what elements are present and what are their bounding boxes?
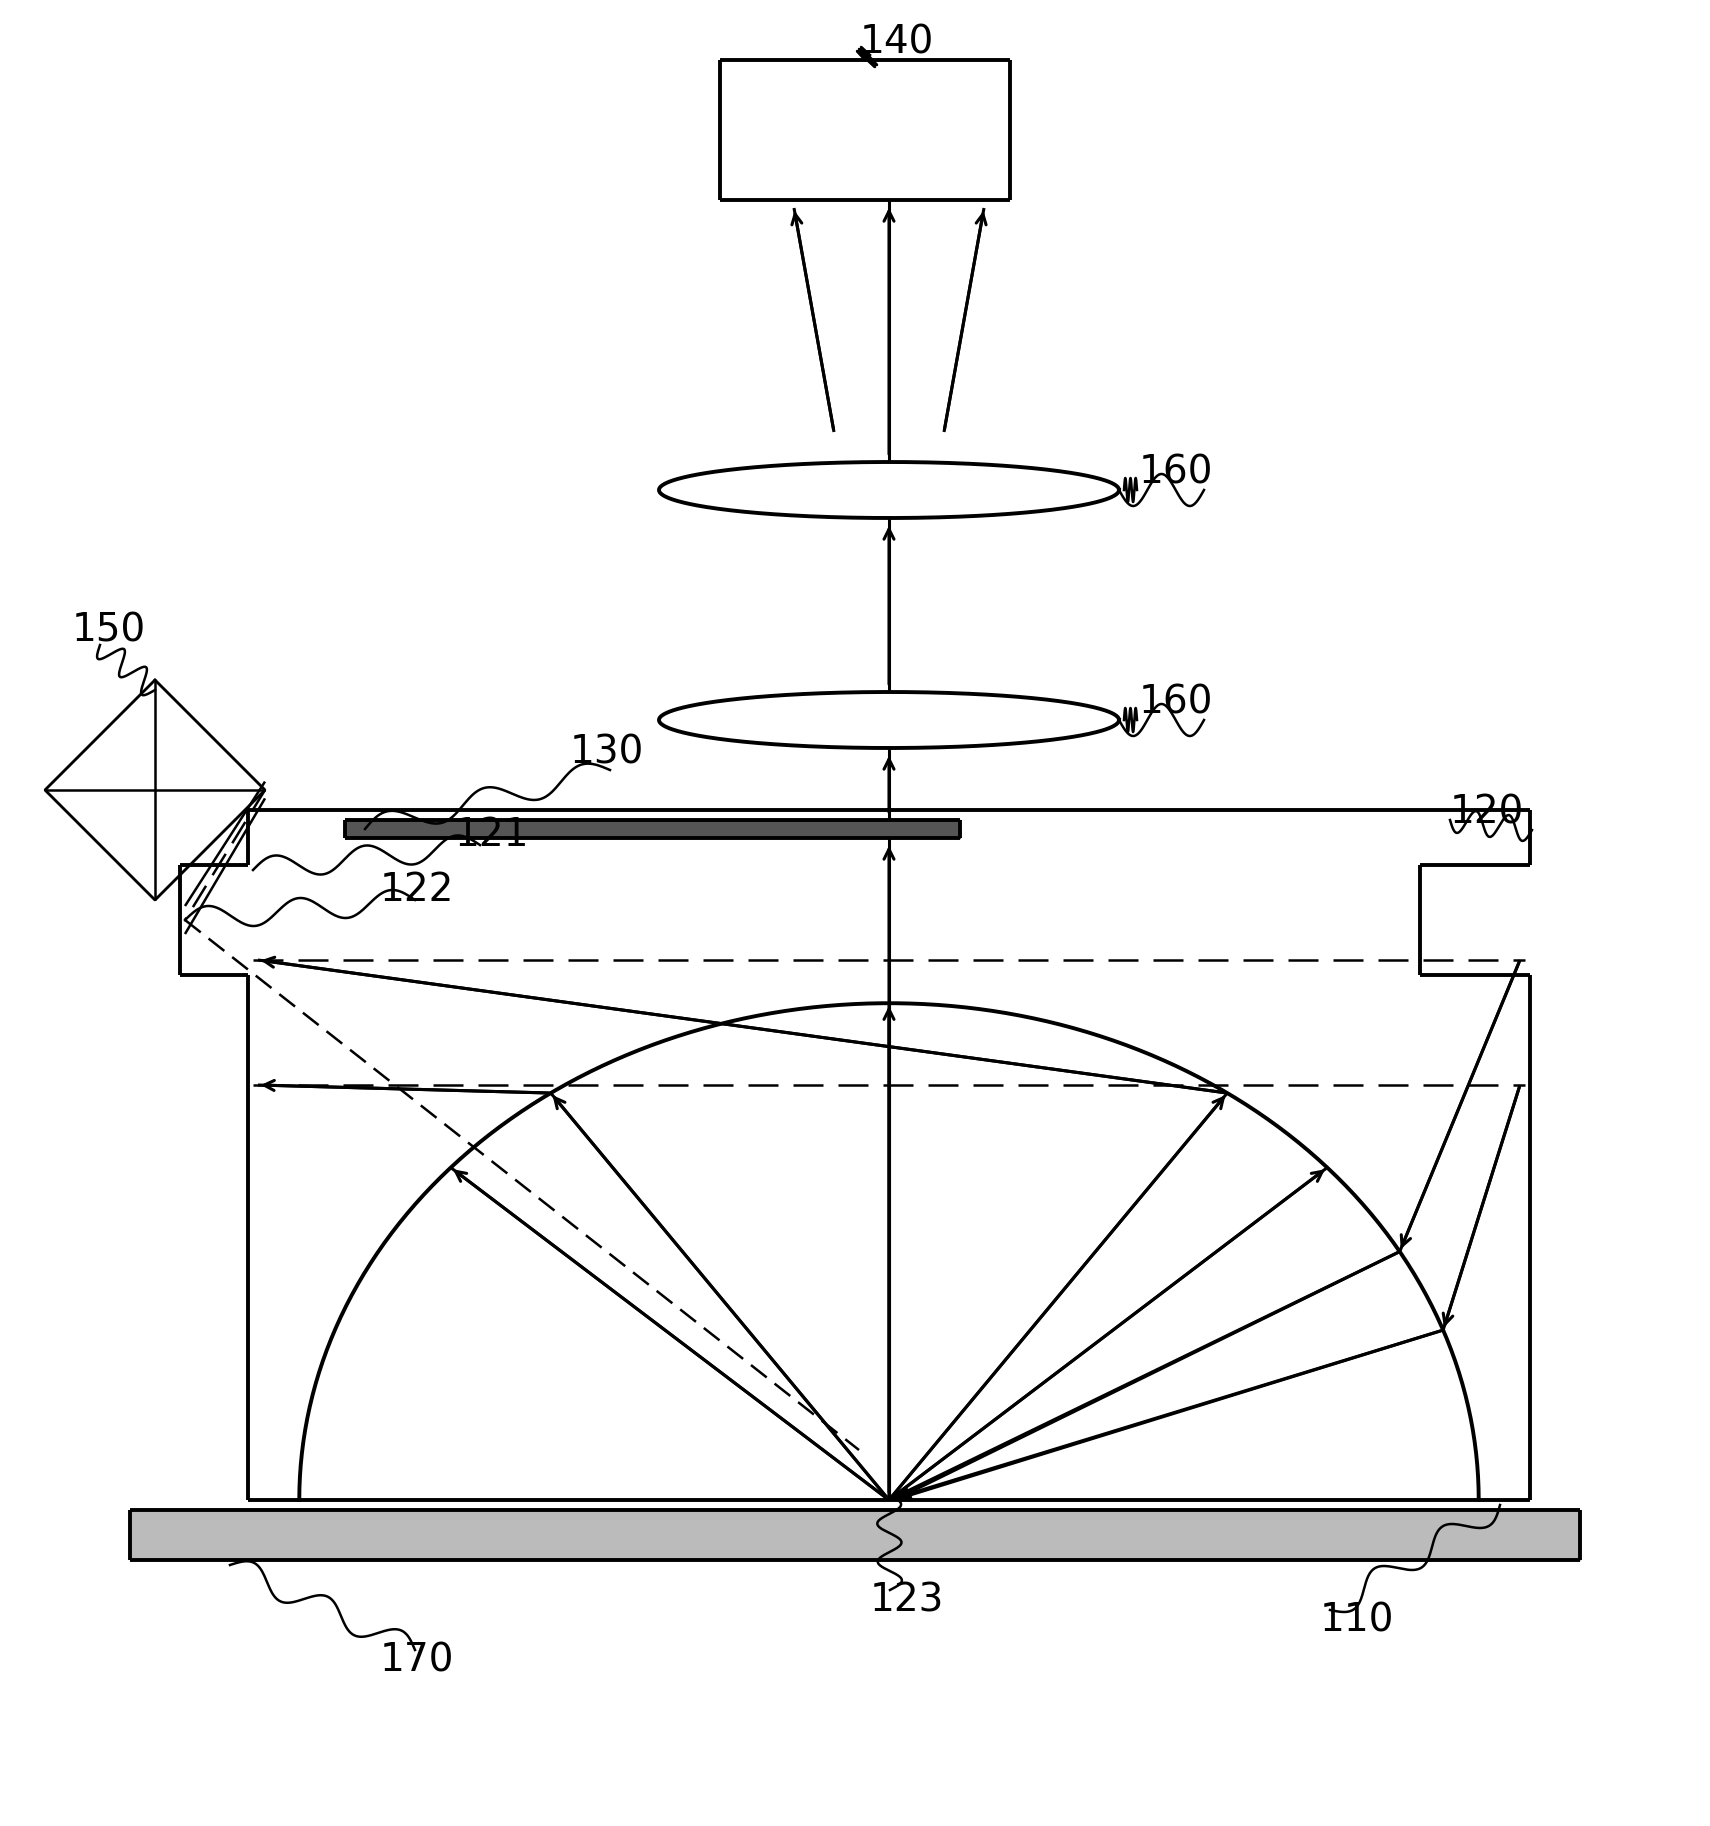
Text: 120: 120: [1450, 792, 1524, 831]
Text: 130: 130: [569, 732, 645, 771]
Text: 160: 160: [1139, 453, 1214, 491]
Text: 110: 110: [1320, 1601, 1394, 1640]
Text: 160: 160: [1139, 683, 1214, 721]
Text: 122: 122: [380, 871, 455, 909]
Text: 150: 150: [72, 612, 147, 648]
Text: 123: 123: [870, 1581, 944, 1620]
Text: 140: 140: [860, 24, 934, 60]
Text: 170: 170: [380, 1642, 455, 1678]
Text: 121: 121: [455, 816, 530, 855]
